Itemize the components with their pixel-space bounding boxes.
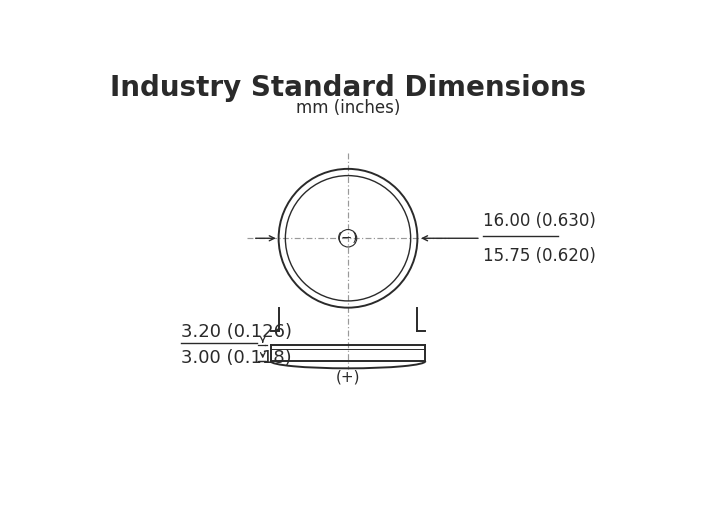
Text: 3.20 (0.126): 3.20 (0.126) bbox=[182, 322, 293, 340]
Text: Industry Standard Dimensions: Industry Standard Dimensions bbox=[110, 74, 586, 101]
Text: (−): (−) bbox=[337, 232, 359, 245]
Text: mm (inches): mm (inches) bbox=[296, 99, 400, 117]
Text: 15.75 (0.620): 15.75 (0.620) bbox=[483, 247, 596, 265]
Text: 16.00 (0.630): 16.00 (0.630) bbox=[483, 212, 596, 230]
Text: (+): (+) bbox=[336, 370, 360, 385]
Text: 3.00 (0.118): 3.00 (0.118) bbox=[182, 349, 292, 367]
